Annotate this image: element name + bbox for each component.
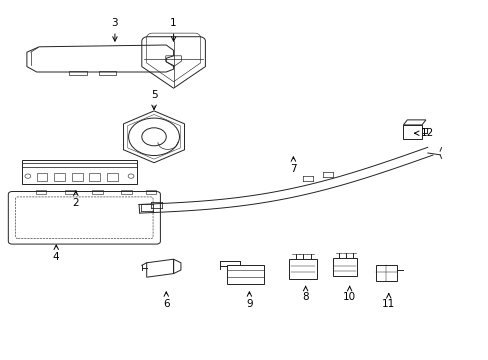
Bar	[54, 173, 65, 181]
Bar	[89, 173, 100, 181]
Text: 8: 8	[302, 286, 308, 302]
Bar	[72, 173, 82, 181]
Text: 4: 4	[53, 245, 60, 262]
Text: 3: 3	[111, 18, 118, 41]
Text: 12: 12	[414, 128, 434, 138]
Text: 9: 9	[245, 292, 252, 309]
Text: 5: 5	[150, 90, 157, 109]
Bar	[289, 259, 316, 279]
Bar	[65, 190, 76, 194]
Text: 10: 10	[343, 286, 355, 302]
Bar	[37, 173, 47, 181]
Bar	[332, 258, 356, 276]
Bar	[403, 125, 421, 139]
Text: 11: 11	[381, 293, 395, 309]
Bar	[375, 265, 396, 281]
Text: 7: 7	[289, 157, 296, 174]
Text: 6: 6	[163, 292, 169, 309]
Bar	[121, 190, 132, 194]
Bar	[36, 190, 46, 194]
Bar	[92, 190, 102, 194]
Bar	[107, 173, 118, 181]
Bar	[99, 71, 116, 75]
Text: 2: 2	[72, 191, 79, 208]
Bar	[22, 160, 137, 184]
Bar	[69, 71, 87, 75]
Bar	[145, 190, 156, 194]
Bar	[227, 265, 264, 284]
Text: 1: 1	[170, 18, 177, 41]
